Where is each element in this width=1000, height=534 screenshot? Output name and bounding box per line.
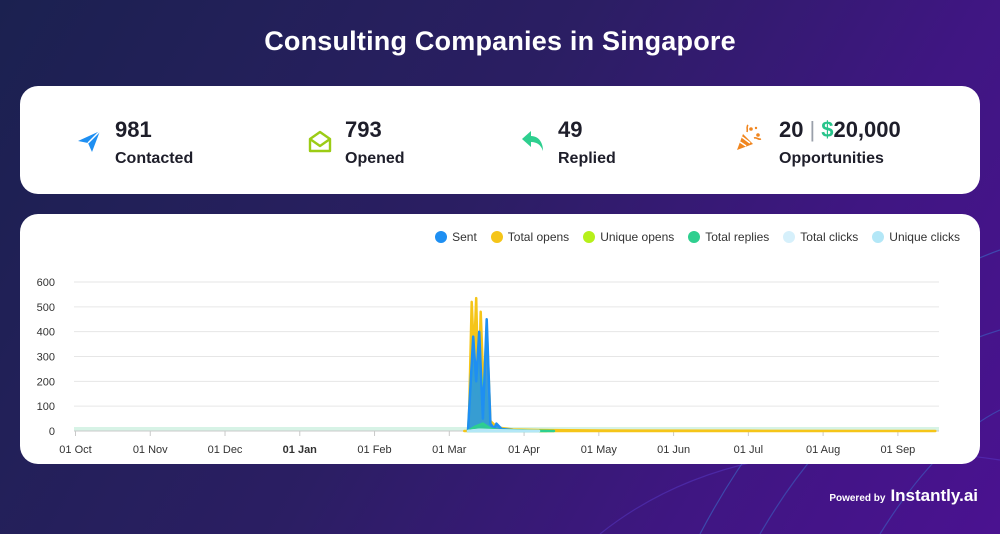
legend-dot — [872, 231, 885, 243]
stat-opened: 793 Opened — [307, 86, 507, 194]
reply-arrow-icon — [522, 131, 543, 151]
legend-item-unique-opens[interactable]: Unique opens — [583, 230, 674, 244]
x-tick-label: 01 Dec — [208, 444, 243, 456]
legend-item-sent[interactable]: Sent — [435, 230, 477, 244]
legend-dot — [490, 231, 503, 243]
legend-label: Unique opens — [600, 230, 675, 244]
area-chart: 0 100 200 300 400 500 600 01 Oct 01 Nov 01 Dec 01 … — [37, 277, 939, 456]
powered-by: Powered by Instantly.ai — [829, 486, 978, 506]
contacted-label: Contacted — [115, 150, 194, 167]
page-title: Consulting Companies in Singapore — [264, 26, 736, 56]
stat-opportunities: 20 | $20,000 Opportunities — [734, 86, 974, 194]
legend-dot — [583, 231, 596, 243]
y-tick-label: 200 — [37, 376, 55, 388]
brand-logo[interactable]: Instantly.ai — [890, 486, 978, 505]
envelope-open-icon — [308, 130, 332, 153]
x-tick-label: 01 Oct — [59, 444, 91, 456]
legend-item-total-clicks[interactable]: Total clicks — [783, 230, 858, 244]
x-tick-label: 01 Jan — [283, 444, 318, 456]
opportunities-label: Opportunities — [779, 150, 884, 167]
stat-contacted: 981 Contacted — [76, 86, 276, 194]
x-tick-label: 01 Jun — [657, 444, 690, 456]
legend-dot — [688, 231, 701, 243]
legend-label: Total opens — [507, 230, 570, 244]
x-tick-label: 01 Nov — [133, 444, 168, 456]
opportunities-amount: 20,000 — [833, 117, 901, 142]
stats-card: 981 Contacted 793 Opened 49 Replied 20 | $… — [20, 86, 980, 194]
y-tick-label: 500 — [37, 302, 55, 314]
legend-dot — [783, 231, 796, 243]
y-tick-label: 100 — [37, 401, 55, 413]
currency-symbol: $ — [821, 117, 834, 142]
stat-replied: 49 Replied — [520, 86, 720, 194]
opportunities-count: 20 — [779, 117, 804, 142]
powered-by-text: Powered by — [829, 493, 886, 504]
x-tick-label: 01 Feb — [357, 444, 391, 456]
x-tick-label: 01 Aug — [806, 444, 840, 456]
series-area-total-opens — [463, 296, 937, 433]
replied-label: Replied — [558, 150, 616, 167]
legend-label: Total replies — [705, 230, 770, 244]
x-tick-label: 01 May — [581, 444, 618, 456]
value-separator: | — [809, 117, 816, 142]
legend-dot — [435, 231, 448, 243]
legend-item-unique-clicks[interactable]: Unique clicks — [872, 230, 960, 244]
replied-value: 49 — [558, 117, 583, 142]
contacted-value: 981 — [115, 117, 152, 142]
x-tick-label: 01 Jul — [734, 444, 763, 456]
y-tick-label: 600 — [37, 277, 55, 289]
opportunities-value: 20 | $20,000 — [779, 117, 901, 143]
series-area-sent — [466, 318, 541, 433]
legend-label: Sent — [452, 230, 477, 244]
x-tick-label: 01 Sep — [880, 444, 915, 456]
legend-item-total-replies[interactable]: Total replies — [688, 230, 769, 244]
series-area-unique-clicks — [466, 428, 541, 433]
legend-label: Total clicks — [800, 230, 859, 244]
x-tick-label: 01 Mar — [432, 444, 467, 456]
y-tick-label: 300 — [37, 352, 55, 364]
y-tick-label: 400 — [37, 327, 55, 339]
opened-label: Opened — [345, 150, 405, 167]
party-popper-icon — [737, 124, 762, 150]
paper-plane-icon — [78, 130, 101, 152]
chart-legend: Sent Total opens Unique opens Total repl… — [421, 230, 960, 244]
legend-item-total-opens[interactable]: Total opens — [490, 230, 570, 244]
y-tick-label: 0 — [49, 426, 55, 438]
opened-value: 793 — [345, 117, 382, 142]
chart-card: Sent Total opens Unique opens Total repl… — [20, 214, 980, 464]
legend-label: Unique clicks — [889, 230, 960, 244]
x-tick-label: 01 Apr — [508, 444, 540, 456]
